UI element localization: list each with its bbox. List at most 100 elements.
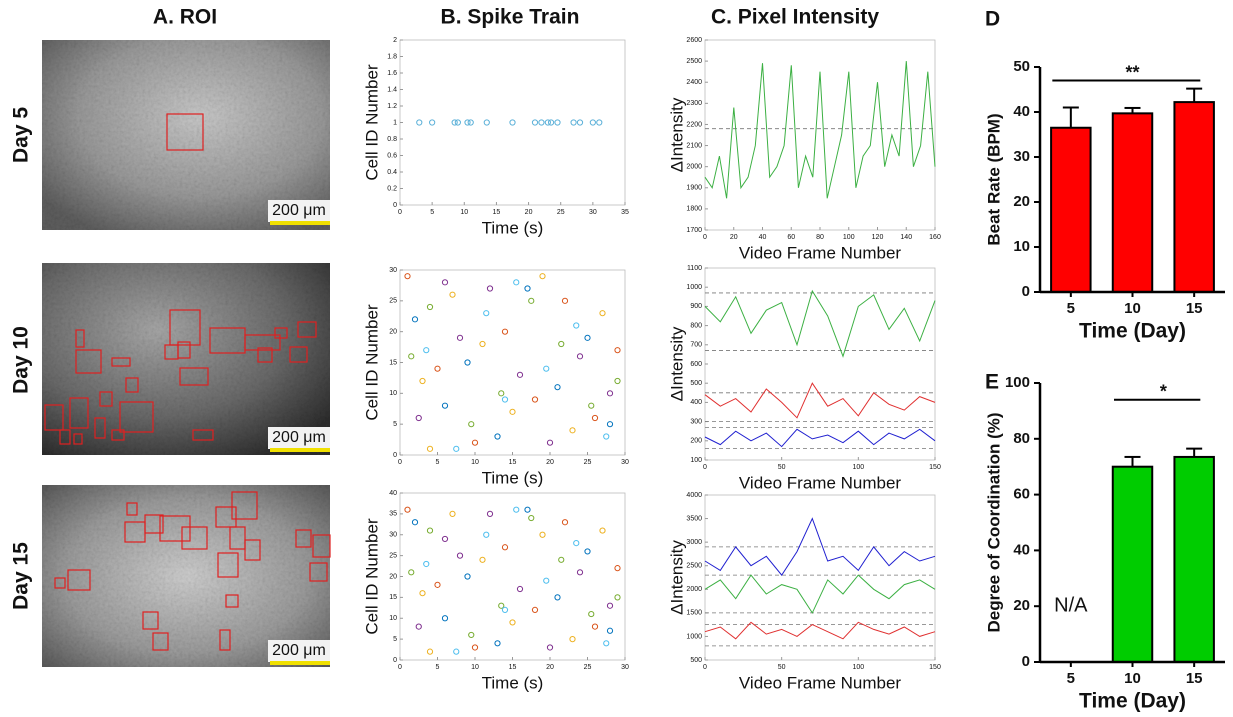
y-tick-label: 500 bbox=[690, 380, 702, 387]
x-tick-label: 30 bbox=[621, 664, 629, 671]
x-tick-label: 40 bbox=[759, 234, 767, 241]
plot-frame bbox=[399, 39, 626, 206]
y-tick-label: 2300 bbox=[686, 100, 702, 107]
y-tick-label: 200 bbox=[690, 438, 702, 445]
plot-frame bbox=[704, 267, 936, 461]
spike bbox=[614, 347, 621, 354]
spike bbox=[423, 560, 430, 568]
spike bbox=[441, 279, 449, 286]
y-tick-label: 15 bbox=[389, 359, 397, 366]
intensity-trace bbox=[704, 574, 936, 614]
x-axis-label: Video Frame Number bbox=[739, 673, 902, 692]
y-tick-label: 1.6 bbox=[387, 70, 397, 77]
x-tick-label: 15 bbox=[1186, 670, 1203, 687]
spike bbox=[441, 402, 449, 409]
x-tick-label: 15 bbox=[509, 459, 517, 466]
y-axis-label: Cell ID Number bbox=[362, 304, 381, 421]
x-tick-label: 100 bbox=[852, 464, 864, 471]
spike bbox=[546, 644, 554, 651]
y-tick-label: 40 bbox=[389, 490, 397, 497]
spike bbox=[554, 384, 561, 391]
bar bbox=[1111, 112, 1154, 293]
spike bbox=[411, 316, 419, 323]
x-tick-label: 0 bbox=[398, 664, 402, 671]
x-tick-label: 0 bbox=[703, 234, 707, 241]
intensity-trace bbox=[704, 289, 936, 358]
y-axis-label: Beat Rate (BPM) bbox=[984, 113, 1003, 245]
spike bbox=[498, 390, 505, 397]
spike bbox=[516, 371, 524, 378]
spike bbox=[471, 439, 479, 446]
scale-bar-label: 200 μm bbox=[272, 642, 326, 659]
x-tick-label: 150 bbox=[929, 664, 941, 671]
spike bbox=[467, 119, 474, 126]
spike bbox=[589, 119, 596, 126]
y-tick-label: 2400 bbox=[686, 79, 702, 86]
x-tick-label: 0 bbox=[398, 209, 402, 216]
spike bbox=[404, 506, 411, 513]
scale-bar-label: 200 μm bbox=[272, 202, 326, 219]
spike bbox=[606, 421, 614, 428]
spike bbox=[454, 119, 461, 126]
spike bbox=[584, 334, 591, 341]
x-tick-label: 25 bbox=[584, 664, 592, 671]
y-axis-label: ΔIntensity bbox=[667, 97, 686, 172]
x-tick-label: 20 bbox=[546, 459, 554, 466]
spike bbox=[531, 119, 539, 126]
plot-frame bbox=[704, 494, 936, 661]
y-tick-label: 1100 bbox=[687, 265, 702, 272]
x-tick-label: 20 bbox=[730, 234, 738, 241]
spike bbox=[524, 506, 531, 513]
spike bbox=[603, 433, 610, 440]
spike bbox=[419, 590, 426, 597]
y-tick-label: 5 bbox=[393, 421, 397, 428]
spike bbox=[547, 119, 555, 126]
spike bbox=[576, 119, 584, 126]
x-tick-label: 5 bbox=[1067, 300, 1075, 317]
bar bbox=[1050, 126, 1092, 293]
y-tick-label: 600 bbox=[690, 361, 702, 368]
y-tick-label: 0 bbox=[1022, 283, 1030, 300]
spike bbox=[509, 408, 516, 415]
y-tick-label: 2000 bbox=[686, 586, 702, 593]
x-axis-label: Time (Day) bbox=[1079, 690, 1186, 713]
y-tick-label: 4000 bbox=[686, 492, 702, 499]
y-tick-label: 25 bbox=[389, 298, 397, 305]
x-tick-label: 20 bbox=[525, 209, 533, 216]
x-tick-label: 30 bbox=[621, 459, 629, 466]
spike bbox=[614, 377, 621, 385]
row-label: Day 5 bbox=[10, 107, 33, 163]
spike bbox=[569, 427, 576, 434]
plot-frame bbox=[704, 39, 936, 231]
spike bbox=[558, 556, 565, 563]
x-tick-label: 10 bbox=[1124, 300, 1141, 317]
spike bbox=[486, 285, 494, 292]
spike bbox=[449, 291, 456, 298]
roi-image bbox=[42, 485, 331, 667]
intensity-trace bbox=[704, 621, 936, 640]
spike bbox=[408, 353, 415, 360]
spike bbox=[501, 606, 509, 614]
y-tick-label: 400 bbox=[690, 399, 702, 406]
y-axis-label: ΔIntensity bbox=[667, 540, 686, 615]
y-tick-label: 30 bbox=[389, 267, 397, 274]
scale-bar: 200 μm bbox=[268, 640, 330, 665]
y-axis-label: Cell ID Number bbox=[362, 518, 381, 635]
x-tick-label: 35 bbox=[621, 209, 629, 216]
y-tick-label: 3000 bbox=[686, 539, 702, 546]
spike bbox=[573, 540, 580, 547]
x-tick-label: 150 bbox=[929, 464, 941, 471]
y-tick-label: 2 bbox=[393, 37, 397, 44]
x-axis-label: Video Frame Number bbox=[739, 473, 902, 492]
x-tick-label: 15 bbox=[509, 664, 517, 671]
spike bbox=[468, 631, 475, 639]
spike bbox=[606, 627, 614, 634]
x-tick-label: 5 bbox=[430, 209, 434, 216]
spike bbox=[451, 119, 458, 126]
spike bbox=[528, 514, 535, 522]
scale-bar-label: 200 μm bbox=[272, 429, 326, 446]
spike bbox=[419, 377, 426, 385]
spike bbox=[606, 602, 614, 609]
y-tick-label: 1000 bbox=[686, 284, 702, 291]
y-axis-label: ΔIntensity bbox=[667, 326, 686, 401]
